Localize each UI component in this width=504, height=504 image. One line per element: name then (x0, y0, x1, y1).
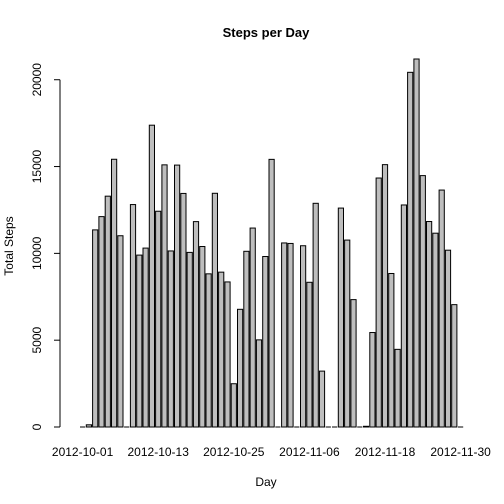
chart-title: Steps per Day (223, 25, 310, 40)
bar (268, 158, 275, 428)
bar (104, 195, 111, 428)
bar (98, 216, 105, 428)
bar (85, 424, 93, 428)
bar (136, 254, 143, 428)
bar (224, 281, 231, 428)
bar (388, 272, 395, 428)
x-axis-label: Day (255, 475, 276, 489)
x-tick-label: 2012-10-13 (128, 445, 190, 459)
y-tick-label: 20000 (30, 63, 44, 97)
bar (92, 229, 99, 428)
y-tick-label: 0 (30, 423, 44, 430)
bar (167, 250, 174, 428)
y-axis: 0 5000 10000 15000 20000 (30, 63, 61, 430)
bar (211, 192, 219, 428)
bar (148, 124, 156, 428)
bar (438, 189, 445, 428)
bar (142, 247, 149, 428)
x-tick-label: 2012-10-01 (52, 445, 114, 459)
bar (262, 256, 269, 428)
x-tick-label: 2012-11-30 (430, 445, 491, 459)
bar (413, 58, 420, 428)
bar (419, 175, 426, 428)
y-axis-label: Total Steps (2, 216, 16, 275)
bar (129, 204, 137, 428)
bar (363, 425, 370, 428)
bar (192, 221, 200, 428)
bar (111, 158, 118, 428)
bar (381, 164, 389, 428)
bar (407, 71, 414, 428)
bar (180, 192, 187, 428)
bar (117, 235, 124, 428)
bar (161, 164, 168, 428)
bar (400, 204, 407, 428)
x-tick-label: 2012-11-18 (355, 445, 416, 459)
x-tick-label: 2012-10-25 (203, 445, 265, 459)
bar (350, 299, 357, 428)
bar (255, 339, 263, 428)
bar (237, 308, 244, 428)
bar (243, 250, 250, 428)
bar (337, 207, 344, 428)
bar (300, 245, 307, 428)
bar (344, 239, 351, 428)
bar (281, 242, 288, 428)
bar (394, 348, 401, 428)
y-tick-label: 10000 (30, 236, 44, 270)
bar (306, 281, 313, 428)
bar (218, 271, 225, 428)
bar (205, 273, 212, 428)
x-axis: 2012-10-01 2012-10-13 2012-10-25 2012-11-06… (52, 445, 491, 459)
y-tick-label: 15000 (30, 150, 44, 184)
bar (155, 210, 162, 428)
bar (174, 164, 181, 428)
bar (312, 202, 319, 428)
bar (426, 221, 433, 428)
bar (287, 242, 294, 428)
bar (186, 251, 193, 428)
bar (249, 227, 256, 428)
bar (369, 332, 376, 428)
bar (199, 246, 206, 428)
bars-group (80, 58, 464, 428)
bar (451, 304, 458, 428)
bar (230, 383, 237, 428)
bar (375, 177, 382, 428)
x-tick-label: 2012-11-06 (279, 445, 340, 459)
bar (432, 232, 439, 428)
y-tick-label: 5000 (30, 327, 44, 354)
bar (444, 249, 452, 428)
bar (318, 370, 326, 428)
